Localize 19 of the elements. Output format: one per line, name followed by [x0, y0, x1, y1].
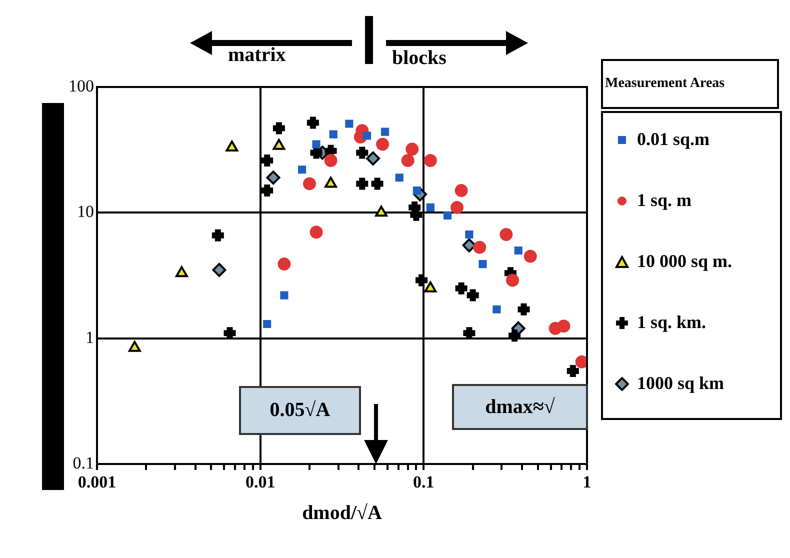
x-axis-title: dmod/√A [302, 502, 382, 524]
y-tick-label: 100 [68, 76, 94, 96]
legend-label: 10 000 sq m. [637, 251, 732, 272]
y-tick-label: 10 [77, 202, 94, 222]
x-tick-label: 1 [582, 472, 592, 492]
y-tick-label: 1 [86, 328, 94, 347]
legend-label: 1 sq. m [637, 190, 692, 211]
note-box: dmax≈√ [452, 384, 588, 430]
text: blocks [392, 47, 446, 70]
x-tick-label: 0.1 [413, 472, 434, 492]
x-tick-label: 0.001 [78, 472, 116, 492]
text: matrix [228, 44, 286, 67]
legend-label: 1 sq. km. [637, 312, 706, 333]
legend-label: 1000 sq km [637, 373, 724, 394]
legend-title: Measurement Areas [601, 59, 779, 109]
legend-label: 0.01 sq.m [637, 129, 710, 150]
x-tick-label: 0.01 [245, 472, 276, 492]
note-box: 0.05√A [239, 386, 361, 435]
y-tick-label: 0.1 [72, 453, 94, 472]
